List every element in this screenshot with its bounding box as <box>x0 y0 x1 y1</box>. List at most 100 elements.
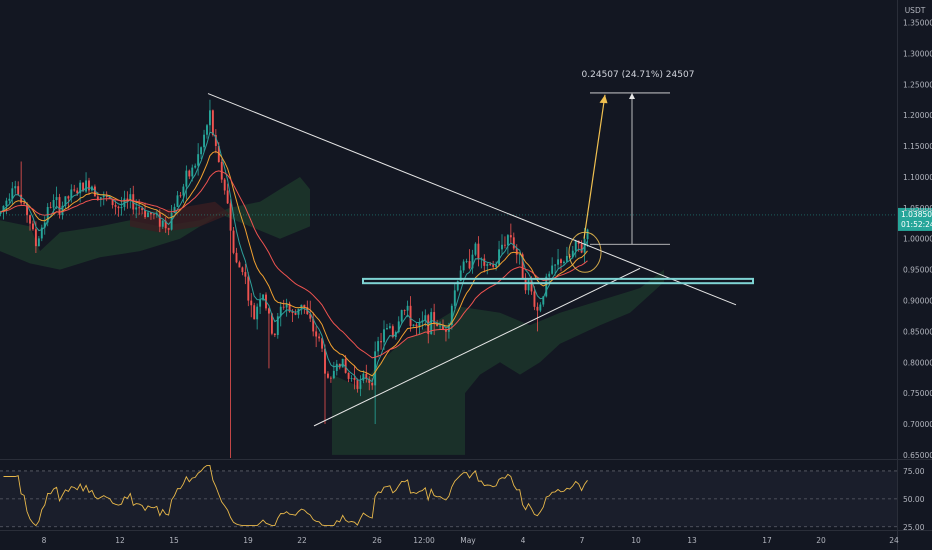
moving-averages <box>0 131 588 383</box>
candle-body <box>73 189 76 191</box>
price-tick-label: 1.25000 <box>903 80 932 89</box>
candle-body <box>85 180 87 192</box>
candle-body <box>335 363 338 371</box>
candle-body <box>197 154 200 166</box>
candle-body <box>247 276 250 301</box>
candle-body <box>291 311 294 313</box>
candle-body <box>161 220 164 227</box>
candle-body <box>521 254 524 280</box>
target-arrow-head <box>599 94 608 104</box>
candle-body <box>52 200 55 208</box>
candle-body <box>315 331 318 337</box>
price-tick-label: 0.65000 <box>903 451 932 460</box>
price-tick-label: 0.90000 <box>903 296 932 305</box>
rsi-line <box>3 464 588 527</box>
candle-body <box>270 313 273 334</box>
candle-body <box>486 264 489 266</box>
ascending-trendline <box>313 267 641 427</box>
support-zone <box>362 277 754 285</box>
candle-body <box>586 229 589 240</box>
candle-body <box>409 305 412 326</box>
time-tick-label: 8 <box>42 536 47 545</box>
candle-body <box>268 308 270 314</box>
candle-body <box>120 206 123 209</box>
candle-body <box>138 207 141 209</box>
candle-body <box>8 198 11 201</box>
candle-body <box>279 306 282 317</box>
candle-body <box>530 280 533 292</box>
candle-body <box>235 252 238 263</box>
candle-body <box>93 186 96 197</box>
candle-body <box>303 304 306 308</box>
candle-body <box>67 196 70 199</box>
candle-body <box>436 323 439 327</box>
candle-body <box>309 314 312 319</box>
candle-body <box>515 248 518 255</box>
time-tick-label: 22 <box>297 536 307 545</box>
candle-body <box>64 196 67 206</box>
candle-body <box>82 182 85 192</box>
candle-body <box>554 264 557 266</box>
candle-body <box>418 322 421 327</box>
current-price-badge <box>898 207 932 231</box>
candle-body <box>164 220 167 229</box>
candle-body <box>88 180 90 191</box>
candle-body <box>102 194 105 198</box>
candle-body <box>5 200 8 206</box>
candle-body <box>386 327 388 330</box>
candle-body <box>403 310 406 311</box>
candle-body <box>117 206 120 209</box>
price-tick-label: 0.80000 <box>903 358 932 367</box>
candle-body <box>344 358 347 373</box>
candle-body <box>14 186 17 189</box>
candle-body <box>489 264 492 266</box>
candle-body <box>383 329 385 343</box>
candle-body <box>462 261 465 271</box>
candle-body <box>23 202 26 204</box>
target-arrow-line <box>583 94 606 239</box>
candle-body <box>206 125 208 135</box>
candle-body <box>468 261 471 269</box>
candle-body <box>533 291 536 307</box>
candle-body <box>61 205 64 215</box>
candle-body <box>132 194 135 210</box>
candle-body <box>324 348 326 374</box>
price-tick-label: 0.95000 <box>903 266 932 275</box>
candle-body <box>565 255 568 262</box>
candle-body <box>11 188 14 199</box>
candle-body <box>108 197 111 199</box>
candle-body <box>211 110 214 136</box>
candle-body <box>32 223 34 230</box>
ichimoku-cloud <box>0 177 664 455</box>
candle-body <box>433 312 436 324</box>
candle-body <box>548 273 551 277</box>
candle-body <box>34 229 37 247</box>
candle-body <box>0 211 2 215</box>
candle-body <box>456 281 459 291</box>
candle-body <box>111 198 114 206</box>
candle-body <box>439 325 441 327</box>
candle-body <box>474 243 477 255</box>
candle-body <box>424 315 427 321</box>
candle-body <box>509 235 512 238</box>
candle-body <box>527 280 530 291</box>
time-tick-label: 4 <box>521 536 526 545</box>
candle-body <box>459 270 462 282</box>
time-tick-label: 20 <box>816 536 826 545</box>
candle-body <box>238 262 241 268</box>
candle-body <box>37 238 40 247</box>
candle-body <box>17 186 20 195</box>
candle-body <box>580 243 583 253</box>
candle-body <box>347 372 350 379</box>
candle-body <box>327 373 329 378</box>
candle-body <box>20 194 23 203</box>
candle-body <box>58 197 61 215</box>
candle-body <box>244 272 247 277</box>
time-tick-label: 10 <box>631 536 641 545</box>
candle-body <box>353 377 356 380</box>
candle-body <box>397 321 400 333</box>
candle-body <box>557 259 559 265</box>
candle-body <box>29 215 31 224</box>
